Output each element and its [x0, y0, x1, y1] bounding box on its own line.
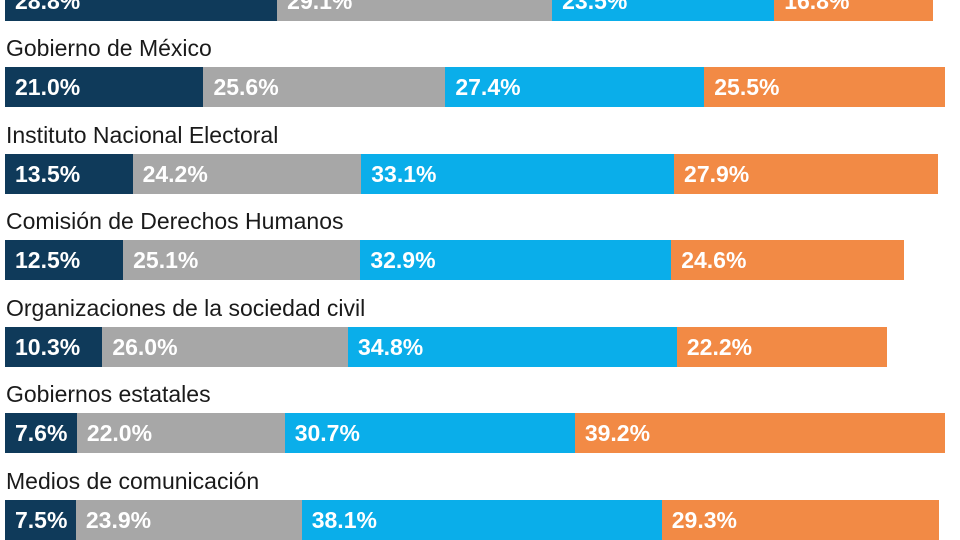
bar-segment: 10.3% — [5, 326, 103, 367]
bar-segment: 23.5% — [552, 0, 775, 21]
stacked-bar: 13.5% 24.2% 33.1% 27.9% — [5, 153, 938, 194]
stacked-bar: 12.5% 25.1% 32.9% 24.6% — [5, 240, 904, 280]
bar-segment: 30.7% — [284, 413, 575, 453]
bar-segment: 29.3% — [661, 499, 939, 540]
bar-segment: 16.8% — [774, 0, 933, 21]
bar-segment: 26.0% — [102, 326, 349, 367]
bar-segment: 7.6% — [5, 413, 77, 453]
row-label: Gobiernos estatales — [6, 381, 211, 407]
row-label: Comisión de Derechos Humanos — [6, 208, 344, 234]
bar-segment: 21.0% — [5, 67, 204, 107]
bar-segment: 24.6% — [671, 240, 904, 280]
bar-segment: 39.2% — [574, 413, 946, 453]
bar-segment: 27.4% — [445, 67, 705, 107]
bar-segment: 23.9% — [75, 499, 302, 540]
bar-segment: 12.5% — [5, 240, 124, 280]
bar-segment: 34.8% — [348, 326, 677, 367]
bar-segment: 29.1% — [277, 0, 553, 21]
bar-segment: 25.1% — [123, 240, 361, 280]
stacked-bar: 28.8% 29.1% 23.5% 16.8% — [5, 0, 933, 21]
stacked-bar: 7.5% 23.9% 38.1% 29.3% — [5, 499, 939, 540]
bar-segment: 28.8% — [5, 0, 278, 21]
row-label: Medios de comunicación — [6, 467, 260, 494]
row-label: Gobierno de México — [6, 35, 212, 61]
stacked-bar: 7.6% 22.0% 30.7% 39.2% — [5, 413, 946, 453]
row-label: Organizaciones de la sociedad civil — [6, 294, 366, 321]
bar-segment: 22.2% — [676, 326, 887, 367]
bar-segment: 24.2% — [132, 153, 362, 194]
stacked-bar: 10.3% 26.0% 34.8% 22.2% — [5, 326, 887, 367]
bar-segment: 25.6% — [203, 67, 446, 107]
bar-segment: 32.9% — [360, 240, 672, 280]
bar-segment: 33.1% — [361, 153, 675, 194]
bar-segment: 22.0% — [76, 413, 285, 453]
row-label: Instituto Nacional Electoral — [6, 121, 279, 148]
bar-segment: 27.9% — [674, 153, 938, 194]
bar-segment: 25.5% — [704, 67, 946, 107]
stacked-bar: 21.0% 25.6% 27.4% 25.5% — [5, 67, 946, 107]
bar-segment: 7.5% — [5, 499, 76, 540]
bar-segment: 38.1% — [301, 499, 662, 540]
bar-segment: 13.5% — [5, 153, 133, 194]
